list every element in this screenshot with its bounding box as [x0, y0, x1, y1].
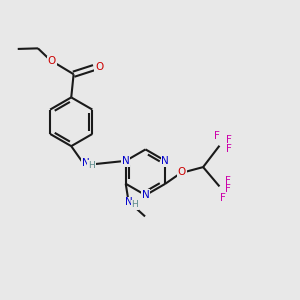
Text: N: N	[122, 156, 130, 166]
Text: F: F	[226, 144, 232, 154]
Text: O: O	[48, 56, 56, 66]
Text: N: N	[142, 190, 149, 200]
Text: F: F	[220, 193, 226, 203]
Text: N: N	[161, 156, 169, 166]
Text: N: N	[125, 197, 133, 208]
Text: F: F	[225, 184, 231, 194]
Text: H: H	[88, 161, 95, 170]
Text: O: O	[178, 167, 186, 177]
Text: F: F	[214, 130, 220, 141]
Text: N: N	[82, 158, 89, 168]
Text: H: H	[131, 200, 138, 209]
Text: F: F	[225, 176, 231, 186]
Text: O: O	[95, 62, 103, 72]
Text: F: F	[226, 135, 232, 145]
